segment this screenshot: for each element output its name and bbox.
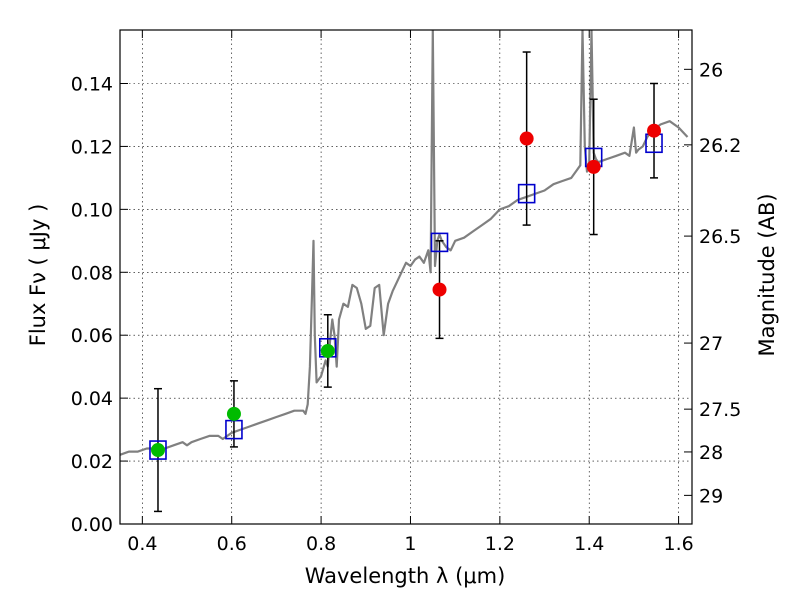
red-data-point xyxy=(432,282,447,297)
y-tick-label: 0.06 xyxy=(71,325,113,347)
y-tick-label: 0.10 xyxy=(71,199,113,221)
x-tick-label: 0.8 xyxy=(306,533,336,555)
x-tick-label: 1.6 xyxy=(663,533,693,555)
x-tick-label: 1 xyxy=(404,533,416,555)
spectrum-series xyxy=(120,30,689,456)
grid xyxy=(120,30,692,525)
y-tick-label: 0.12 xyxy=(71,136,113,158)
y-axis-ticks: 0.00 0.02 0.04 0.06 0.08 0.10 0.12 0.14 xyxy=(71,73,128,536)
y2-tick-label: 29 xyxy=(699,485,723,507)
model-square-point xyxy=(517,183,536,204)
y-axis-label: Flux Fν ( μJy ) xyxy=(26,204,50,347)
y-tick-label: 0.08 xyxy=(71,262,113,284)
y2-tick-label: 27.5 xyxy=(699,399,741,421)
y-tick-label: 0.04 xyxy=(71,388,113,410)
red-data-point xyxy=(519,131,534,146)
y-tick-label: 0.00 xyxy=(71,514,113,536)
x-axis-label: Wavelength λ (μm) xyxy=(305,564,506,588)
model-square-point xyxy=(430,232,449,253)
green-data-point xyxy=(226,406,241,421)
y2-tick-label: 26.2 xyxy=(699,135,741,157)
y2-axis-ticks: 26 26.2 26.5 27 27.5 28 29 xyxy=(684,59,741,507)
y2-tick-label: 26.5 xyxy=(699,226,741,248)
y-tick-label: 0.02 xyxy=(71,451,113,473)
y-tick-label: 0.14 xyxy=(71,73,113,95)
x-tick-label: 0.4 xyxy=(127,533,157,555)
spectrum-line xyxy=(120,30,689,456)
red-data-point xyxy=(647,123,662,138)
y2-axis-label: Magnitude (AB) xyxy=(755,193,779,356)
x-tick-label: 1.2 xyxy=(485,533,515,555)
y2-tick-label: 27 xyxy=(699,333,723,355)
photometry-markers xyxy=(149,123,663,460)
x-tick-label: 1.4 xyxy=(574,533,604,555)
green-data-point xyxy=(320,343,335,358)
x-tick-label: 0.6 xyxy=(217,533,247,555)
y2-tick-label: 28 xyxy=(699,442,723,464)
x-axis-ticks: 0.4 0.6 0.8 1 1.2 1.4 1.6 xyxy=(127,30,694,555)
green-data-point xyxy=(150,443,165,458)
red-data-point xyxy=(586,159,601,174)
model-square-point xyxy=(149,440,167,460)
error-bars xyxy=(153,51,659,513)
y2-tick-label: 26 xyxy=(699,59,723,81)
plot-frame xyxy=(119,29,693,525)
